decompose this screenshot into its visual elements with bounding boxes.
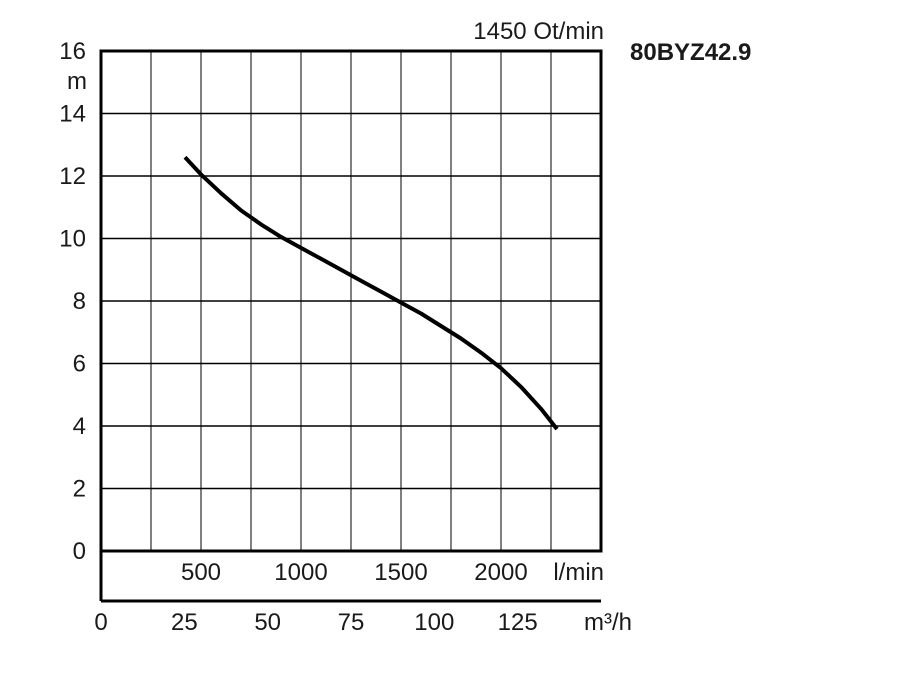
x-axis-label: l/min [553,559,604,586]
y-tick-label: 0 [73,538,86,565]
x2-tick-label: 75 [338,609,365,636]
x2-axis-label: m³/h [584,609,632,636]
x2-tick-labels: 0 25 50 75 100 125 [94,609,537,636]
y-axis-label: m [67,68,87,95]
x2-tick-label: 25 [171,609,198,636]
x-tick-labels: 500 1000 1500 2000 [181,559,528,586]
x-tick-label: 1500 [374,559,427,586]
plot-frame [99,49,603,603]
y-tick-label: 12 [59,163,86,190]
x-tick-label: 1000 [274,559,327,586]
x2-tick-label: 0 [94,609,107,636]
x2-tick-label: 50 [254,609,281,636]
x2-tick-label: 125 [498,609,538,636]
y-tick-label: 6 [73,351,86,378]
chart-title: 80BYZ42.9 [630,39,751,66]
plot-border [99,49,603,553]
y-tick-label: 8 [73,288,86,315]
labels: 80BYZ42.9 1450 Ot/min m l/min m³/h [67,18,751,636]
x-tick-label: 500 [181,559,221,586]
series-line [183,155,559,431]
y-tick-label: 2 [73,476,86,503]
y-tick-label: 16 [59,38,86,65]
y-tick-label: 4 [73,413,86,440]
y-tick-label: 14 [59,101,86,128]
x-tick-label: 2000 [474,559,527,586]
y-tick-labels: 0 2 4 6 8 10 12 14 16 [59,38,86,565]
y-tick-label: 10 [59,226,86,253]
chart-subtitle: 1450 Ot/min [473,18,604,45]
x2-tick-label: 100 [414,609,454,636]
series-layer [183,155,559,431]
grid [101,51,601,551]
